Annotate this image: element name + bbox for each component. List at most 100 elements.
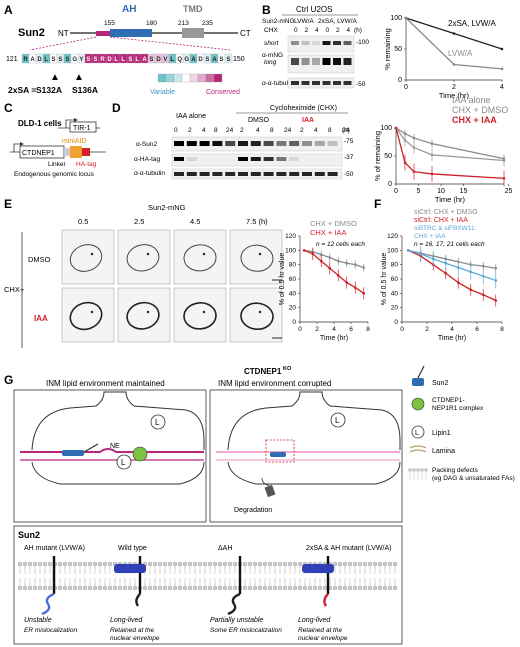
conserved-label: Conserved — [206, 89, 240, 96]
construct-label: Sun2-mNG — [262, 18, 295, 25]
series-label: CHX + IAA — [452, 115, 497, 125]
y-axis-title: % remaining — [383, 28, 392, 70]
lipin-glyph-1: L — [155, 418, 160, 427]
data-point — [345, 281, 349, 284]
tubulin-label-b: α-α-tubulin — [262, 80, 293, 87]
variant-stability: Unstable — [24, 617, 52, 624]
box1-title: INM lipid environment maintained — [46, 379, 165, 388]
x-axis-title: Time (hr) — [438, 335, 466, 342]
micrograph — [229, 287, 283, 343]
data-point — [430, 153, 434, 157]
residue: S — [86, 57, 90, 63]
variant-title: Wild type — [118, 545, 147, 552]
blot-short — [287, 35, 355, 53]
data-point — [336, 259, 340, 263]
b-bands — [291, 41, 352, 85]
data-point — [394, 126, 398, 130]
residue: R — [23, 57, 28, 63]
y-axis-title: % of 0.5 hr value — [381, 253, 388, 306]
short-exposure: short — [264, 40, 280, 47]
data-point — [500, 67, 504, 71]
ct-label: CT — [240, 29, 251, 38]
data-point — [362, 292, 366, 295]
num-180: 180 — [146, 20, 157, 27]
data-point — [481, 293, 485, 297]
data-point — [328, 266, 332, 270]
micrograph — [117, 229, 171, 285]
x-tick-label: 15 — [460, 188, 468, 195]
dmso-header: DMSO — [248, 117, 270, 124]
tir1-label: TIR-1 — [73, 125, 91, 132]
linker-label: Linker — [48, 161, 67, 168]
series-label: siCtrl: CHX + IAA — [414, 217, 468, 224]
data-point — [494, 279, 498, 282]
data-point — [430, 172, 434, 176]
x-axis-title: Time (hr) — [320, 335, 348, 342]
series-label: CHX + DMSO — [452, 105, 508, 115]
variant-location-2: nuclear envelope — [110, 635, 160, 642]
d-time: 8 — [214, 127, 218, 134]
residue: S — [93, 57, 97, 63]
panel-label-e: E — [4, 197, 12, 211]
variant-location-1: Retained at the — [298, 627, 342, 634]
mw-50-b: -50 — [356, 81, 366, 88]
ko-title: CTDNEP1 — [244, 367, 282, 376]
residue: A — [191, 57, 196, 63]
data-point — [319, 253, 323, 256]
e-time: 4.5 — [190, 217, 200, 226]
b-time: 2 — [305, 27, 309, 34]
y-tick-label: 60 — [391, 276, 399, 283]
micrograph-grid — [61, 229, 283, 343]
long-exposure: long — [264, 59, 277, 66]
micrograph — [229, 229, 283, 285]
data-point — [444, 271, 448, 275]
data-point — [319, 259, 323, 263]
data-point — [494, 299, 498, 302]
series-label: siCtrl: CHX + DMSO — [414, 209, 478, 216]
variant-stability: Partially unstable — [210, 617, 263, 624]
variant-stability: Long-lived — [110, 617, 143, 624]
miniaid-tag — [70, 146, 82, 158]
panel-label-a: A — [4, 3, 13, 17]
data-point — [502, 177, 506, 180]
x-tick-label: 0 — [298, 326, 302, 333]
y-tick-label: 20 — [289, 305, 297, 312]
panel-label-c: C — [4, 101, 13, 115]
y-tick-label: 0 — [394, 319, 398, 326]
b-time: 2 — [336, 27, 340, 34]
y-tick-label: 0 — [398, 77, 402, 84]
x-tick-label: 6 — [475, 326, 479, 333]
residue: L — [44, 57, 48, 63]
d-time: 8 — [328, 127, 332, 134]
variant-location-1: Some ER mislocalization — [210, 627, 282, 634]
micrograph — [173, 287, 227, 343]
residue: Y — [79, 57, 83, 63]
legend-sun2: Sun2 — [432, 380, 448, 387]
data-point — [469, 288, 473, 292]
micrograph — [61, 229, 115, 285]
y-tick-label: 40 — [289, 290, 297, 297]
d-time: 24 — [342, 127, 350, 134]
mw-50-d: -50 — [344, 171, 354, 178]
y-tick-label: 120 — [387, 233, 398, 240]
chx-header: Cycloheximide (CHX) — [270, 105, 337, 112]
data-point — [430, 142, 434, 145]
series-label: CHX + DMSO — [310, 219, 357, 228]
residue: Q — [177, 57, 182, 63]
residue: S — [65, 57, 69, 63]
series-line — [303, 249, 365, 294]
b-time: 0 — [294, 27, 298, 34]
num-150: 150 — [233, 56, 245, 63]
lipin-glyph-2: L — [121, 458, 126, 467]
y-tick-label: 20 — [391, 305, 399, 312]
data-point — [403, 139, 407, 142]
x-tick-label: 0 — [404, 84, 408, 91]
data-point — [404, 16, 408, 20]
residue: G — [72, 57, 77, 63]
residue: S — [58, 57, 62, 63]
legend-lipin-glyph: L — [415, 430, 419, 437]
bilayer — [17, 561, 398, 591]
residue: D — [37, 57, 42, 63]
tubulin-label-d: α-α-tubulin — [134, 170, 165, 177]
